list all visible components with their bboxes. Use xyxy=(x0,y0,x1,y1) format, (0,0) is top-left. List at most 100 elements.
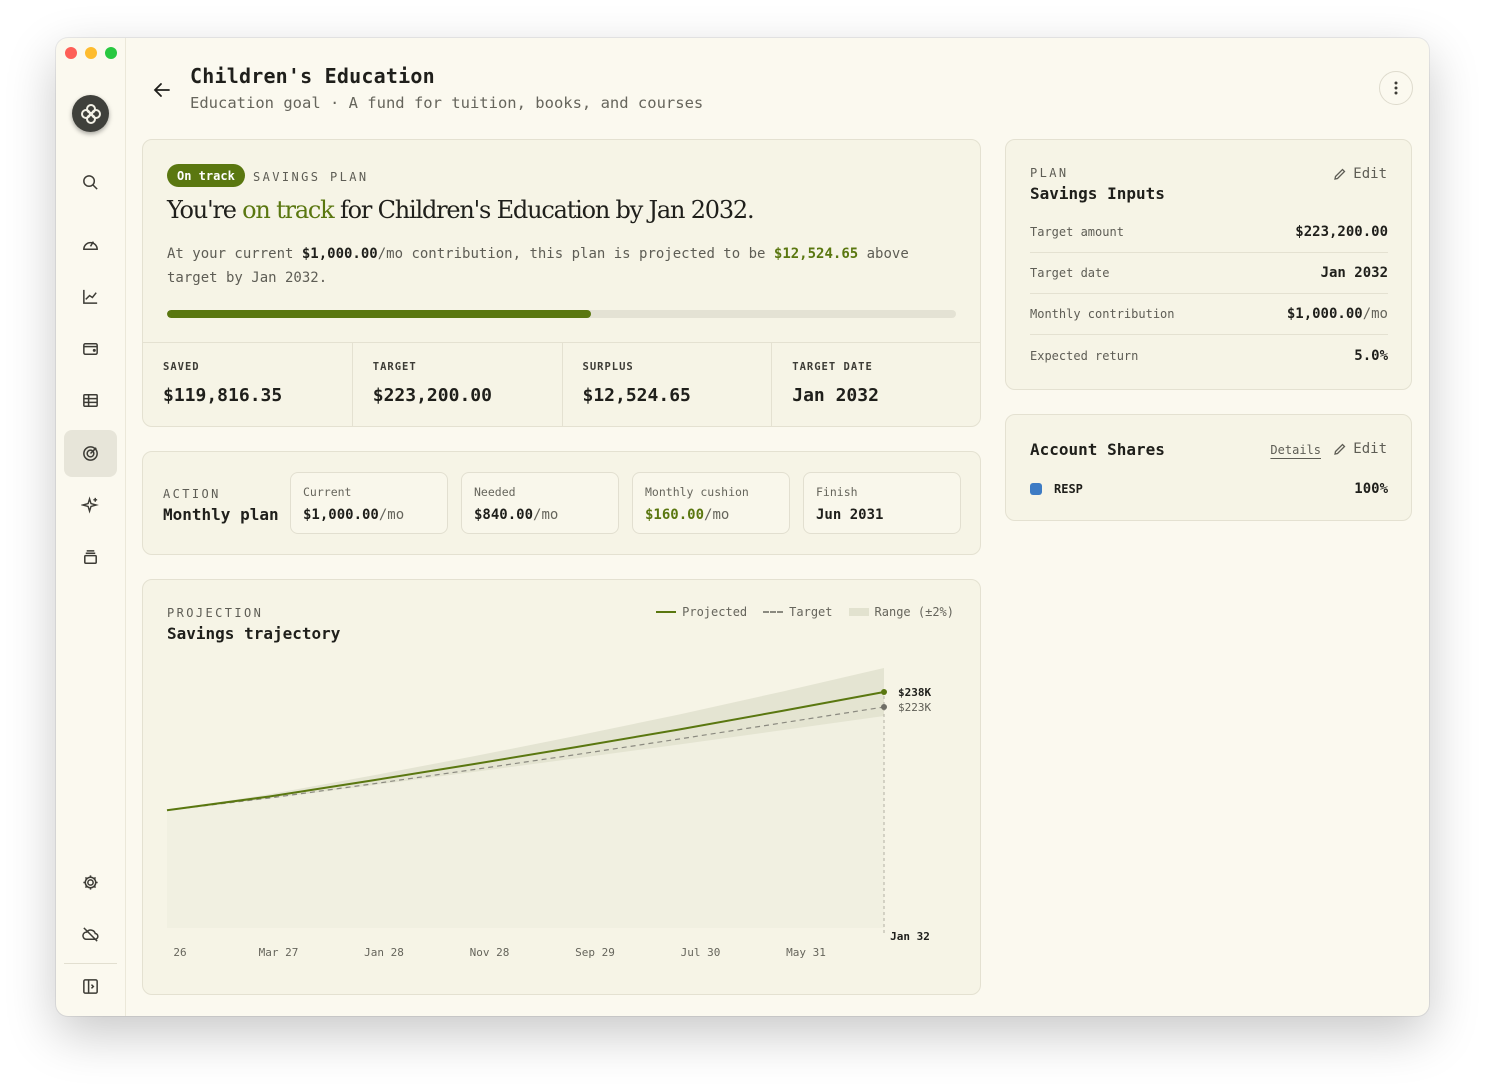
stat-target: TARGET $223,200.00 xyxy=(353,343,563,426)
x-tick-label: 26 xyxy=(173,946,186,959)
plan-edit-button[interactable]: Edit xyxy=(1333,166,1387,182)
kv-label: Monthly contribution xyxy=(1030,307,1175,321)
mini-amount: $160.00 xyxy=(645,507,705,523)
stat-value: $119,816.35 xyxy=(163,385,283,406)
nav-insights[interactable] xyxy=(64,482,117,529)
legend-target-swatch xyxy=(763,611,784,613)
mini-unit: /mo xyxy=(533,507,559,523)
more-options-button[interactable] xyxy=(1379,71,1413,105)
nav-goals[interactable] xyxy=(64,430,117,477)
plan-title: Savings Inputs xyxy=(1030,184,1165,203)
plan-cushion: Monthly cushion $160.00/mo xyxy=(632,472,790,534)
mini-value: $1,000.00/mo xyxy=(303,507,447,523)
projection-eyebrow: PROJECTION xyxy=(167,606,264,620)
stat-value: $12,524.65 xyxy=(582,385,691,406)
sparkle-icon xyxy=(81,496,99,514)
nav-accounts[interactable] xyxy=(64,325,117,372)
nav-investments[interactable] xyxy=(64,273,117,320)
status-eyebrow: SAVINGS PLAN xyxy=(253,170,369,184)
page-subtitle: Education goal · A fund for tuition, boo… xyxy=(190,94,704,112)
app-window: Children's Education Education goal · A … xyxy=(56,38,1429,1016)
legend-range-label: Range (±2%) xyxy=(874,605,954,619)
edit-label: Edit xyxy=(1353,441,1387,457)
plan-card: PLAN Savings Inputs Edit Target amount $… xyxy=(1005,139,1412,390)
nav-search[interactable] xyxy=(64,159,117,206)
x-tick-label: Jan 28 xyxy=(364,946,404,959)
desc-text-1: At your current xyxy=(167,246,302,262)
nav-sync[interactable] xyxy=(64,911,117,958)
kv-unit: /mo xyxy=(1362,306,1388,322)
x-tick-label: Sep 29 xyxy=(575,946,615,959)
target-end-point xyxy=(881,704,887,710)
shares-edit-button[interactable]: Edit xyxy=(1333,441,1387,457)
projection-card: PROJECTION Savings trajectory Projected … xyxy=(142,579,981,995)
kv-amount: 5.0% xyxy=(1354,347,1388,364)
kv-amount: $223,200.00 xyxy=(1295,224,1388,240)
app-logo[interactable] xyxy=(72,95,109,132)
sidebar xyxy=(56,38,126,1016)
desc-text-2: contribution, this plan is projected to … xyxy=(403,246,774,262)
mini-value: Jun 2031 xyxy=(816,507,960,523)
nav-archive[interactable] xyxy=(64,534,117,581)
maximize-window-button[interactable] xyxy=(105,47,117,59)
wallet-icon xyxy=(83,342,98,355)
x-tick-label: Jul 30 xyxy=(681,946,721,959)
window-controls xyxy=(65,47,117,59)
nav-budget[interactable] xyxy=(64,377,117,424)
mini-amount: Jun 2031 xyxy=(816,507,884,523)
plan-needed: Needed $840.00/mo xyxy=(461,472,619,534)
legend-projected-swatch xyxy=(656,611,677,613)
stack-icon xyxy=(84,550,97,564)
line-chart-icon xyxy=(83,289,98,304)
mini-unit: /mo xyxy=(378,507,405,523)
back-arrow-icon[interactable] xyxy=(150,78,174,102)
plan-row-expected-return: Expected return 5.0% xyxy=(1030,335,1388,376)
desc-unit: /mo xyxy=(377,246,404,262)
projected-end-label: $238K xyxy=(898,686,931,699)
chart-legend: Projected Target Range (±2%) xyxy=(656,605,954,619)
kv-label: Expected return xyxy=(1030,348,1139,363)
savings-progress-bar xyxy=(167,310,956,318)
legend-projected-label: Projected xyxy=(682,605,748,619)
x-tick-label: Mar 27 xyxy=(259,946,299,959)
kv-amount: $1,000.00 xyxy=(1286,306,1363,322)
target-series-line xyxy=(166,706,885,811)
plan-row-target-amount: Target amount $223,200.00 xyxy=(1030,212,1388,253)
x-tick-label: Jan 32 xyxy=(890,930,930,943)
share-value: 100% xyxy=(1354,481,1388,497)
headline-prefix: You're xyxy=(167,196,243,224)
action-title: Monthly plan xyxy=(163,505,279,524)
nav-dashboard[interactable] xyxy=(64,221,117,268)
mini-label: Needed xyxy=(474,485,516,499)
shares-details-link[interactable]: Details xyxy=(1270,443,1321,457)
share-row: RESP 100% xyxy=(1030,481,1388,497)
plan-finish: Finish Jun 2031 xyxy=(803,472,961,534)
status-badge: On track xyxy=(167,164,245,187)
table-icon xyxy=(83,394,98,407)
sidebar-toggle-icon xyxy=(83,979,98,994)
close-window-button[interactable] xyxy=(65,47,77,59)
action-card: ACTION Monthly plan Current $1,000.00/mo… xyxy=(142,451,981,555)
main-content: Children's Education Education goal · A … xyxy=(126,38,1429,1016)
legend-target: Target xyxy=(763,605,833,619)
kebab-icon xyxy=(1394,81,1398,95)
page-title: Children's Education xyxy=(190,64,435,88)
kv-value: $1,000.00/mo xyxy=(1287,306,1388,322)
projection-area xyxy=(167,692,884,928)
toggle-sidebar-button[interactable] xyxy=(64,963,117,1010)
sidebar-divider xyxy=(64,963,117,964)
plan-eyebrow: PLAN xyxy=(1030,166,1069,180)
shares-title: Account Shares xyxy=(1030,440,1165,459)
edit-label: Edit xyxy=(1353,166,1387,182)
minimize-window-button[interactable] xyxy=(85,47,97,59)
desc-surplus: $12,524.65 xyxy=(773,246,859,262)
mini-value: $160.00/mo xyxy=(645,507,789,523)
stat-label: TARGET xyxy=(372,361,417,373)
gear-icon xyxy=(83,875,98,890)
savings-progress-fill xyxy=(167,310,591,318)
kv-value: Jan 2032 xyxy=(1321,265,1388,281)
share-color-swatch xyxy=(1030,483,1042,495)
nav-settings[interactable] xyxy=(64,859,117,906)
stat-value: Jan 2032 xyxy=(792,385,879,406)
projected-end-point xyxy=(881,689,887,695)
